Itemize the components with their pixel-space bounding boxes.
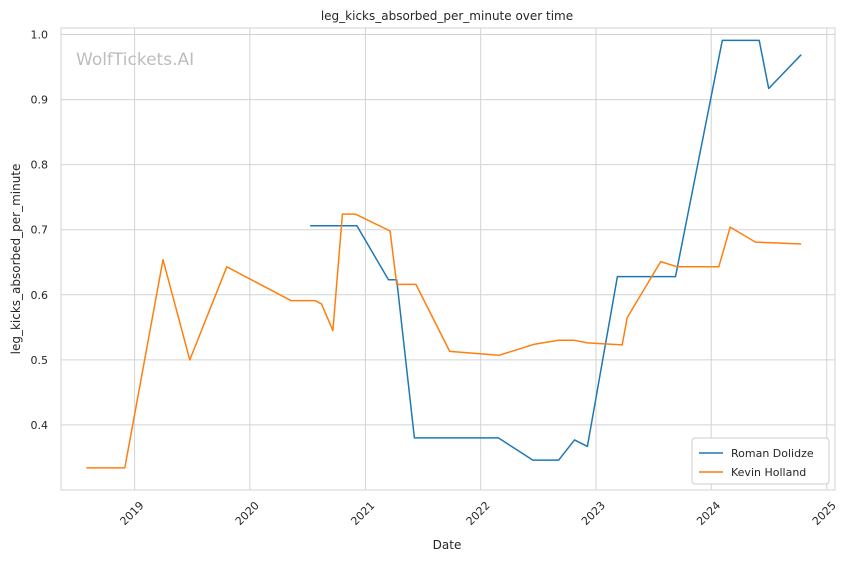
x-tick-label: 2022 <box>464 499 493 528</box>
legend-label-kevin-holland: Kevin Holland <box>731 466 806 479</box>
y-tick-labels: 0.4 0.5 0.6 0.7 0.8 0.9 1.0 <box>31 29 49 432</box>
chart-title: leg_kicks_absorbed_per_minute over time <box>321 9 573 23</box>
x-tick-label: 2023 <box>579 499 608 528</box>
plot-area <box>60 27 836 491</box>
y-tick-label: 0.8 <box>31 159 49 172</box>
x-tick-label: 2020 <box>233 499 262 528</box>
y-tick-label: 0.5 <box>31 354 49 367</box>
x-tick-labels: 2019 2020 2021 2022 2023 2024 2025 <box>118 499 839 528</box>
x-gridlines <box>134 28 828 490</box>
y-tick-label: 0.4 <box>31 419 49 432</box>
y-axis-label: leg_kicks_absorbed_per_minute <box>9 164 23 355</box>
legend: Roman Dolidze Kevin Holland <box>691 437 830 485</box>
y-tick-label: 0.9 <box>31 94 49 107</box>
y-tick-label: 1.0 <box>31 29 49 42</box>
watermark: WolfTickets.AI <box>76 50 194 70</box>
legend-box <box>691 437 830 485</box>
y-tick-label: 0.6 <box>31 289 49 302</box>
x-tick-label: 2019 <box>118 499 147 528</box>
x-tick-label: 2025 <box>810 499 839 528</box>
legend-label-roman-dolidze: Roman Dolidze <box>731 447 814 460</box>
x-axis-label: Date <box>433 538 462 552</box>
series-line-roman-dolidze <box>310 39 802 461</box>
series-line-kevin-holland <box>86 213 802 469</box>
series-layer <box>86 39 802 469</box>
y-tick-label: 0.7 <box>31 224 49 237</box>
x-tick-label: 2024 <box>694 499 723 528</box>
x-tick-label: 2021 <box>348 499 377 528</box>
y-gridlines <box>61 34 835 426</box>
